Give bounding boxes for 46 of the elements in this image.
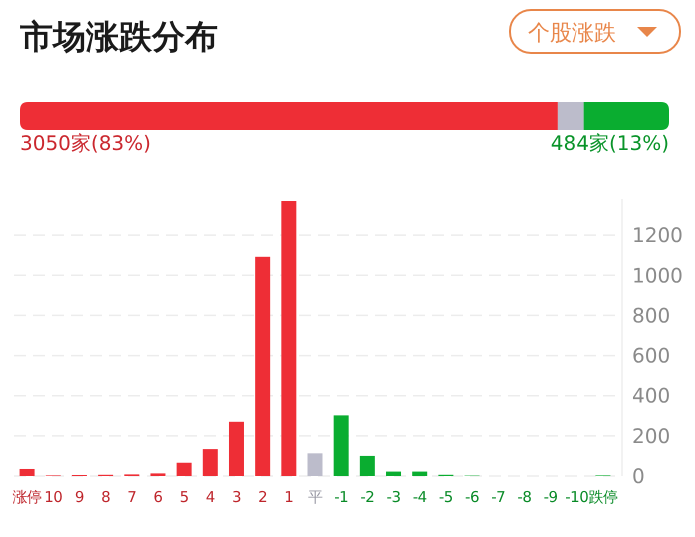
x-tick-label: -1 xyxy=(334,488,348,506)
x-tick-label: -3 xyxy=(386,488,401,506)
bar xyxy=(255,256,270,476)
bar xyxy=(20,468,35,476)
y-tick-label: 400 xyxy=(632,384,670,408)
bar xyxy=(412,472,428,476)
x-tick-label: -5 xyxy=(438,488,453,506)
data-label: 3050家(83%) xyxy=(20,131,151,155)
x-tick-label: -10 xyxy=(565,488,588,506)
x-tick-label: 5 xyxy=(180,488,189,506)
x-tick-label: 4 xyxy=(206,488,215,506)
bar xyxy=(150,473,166,476)
x-tick-label: 9 xyxy=(74,488,84,506)
x-tick-label: 跌停 xyxy=(588,488,618,506)
y-tick-label: 1200 xyxy=(632,223,683,248)
x-tick-label: 7 xyxy=(127,488,136,506)
x-tick-label: 6 xyxy=(153,488,162,506)
x-tick-label: 2 xyxy=(258,488,268,506)
x-tick-label: 1 xyxy=(284,488,294,506)
y-tick-label: 0 xyxy=(632,464,645,488)
y-tick-label: 800 xyxy=(632,303,670,328)
x-tick-label: 8 xyxy=(101,488,110,506)
x-tick-label: -7 xyxy=(491,488,506,506)
chart-title: 市场涨跌分布 xyxy=(19,17,218,56)
y-tick-label: 1000 xyxy=(632,263,683,288)
bar xyxy=(308,453,322,476)
x-tick-label: -9 xyxy=(544,488,558,506)
bar xyxy=(281,201,296,476)
y-tick-label: 600 xyxy=(632,344,670,368)
x-tick-label: -4 xyxy=(412,488,427,506)
bar xyxy=(360,456,375,476)
bar xyxy=(202,449,218,476)
text: 个股涨跌 xyxy=(528,21,616,46)
x-tick-label: 10 xyxy=(44,488,62,506)
bar xyxy=(176,462,192,476)
bar xyxy=(334,415,349,476)
x-tick-label: 涨停 xyxy=(12,488,42,506)
bar xyxy=(386,472,402,476)
x-tick-label: -6 xyxy=(465,488,480,506)
y-tick-label: 200 xyxy=(632,424,670,448)
bar xyxy=(228,422,244,476)
x-tick-label: -8 xyxy=(517,488,532,506)
x-tick-label: 平 xyxy=(308,488,323,506)
x-tick-label: 3 xyxy=(232,488,241,506)
data-label: 484家(13%) xyxy=(550,131,669,155)
x-tick-label: -2 xyxy=(360,488,374,506)
